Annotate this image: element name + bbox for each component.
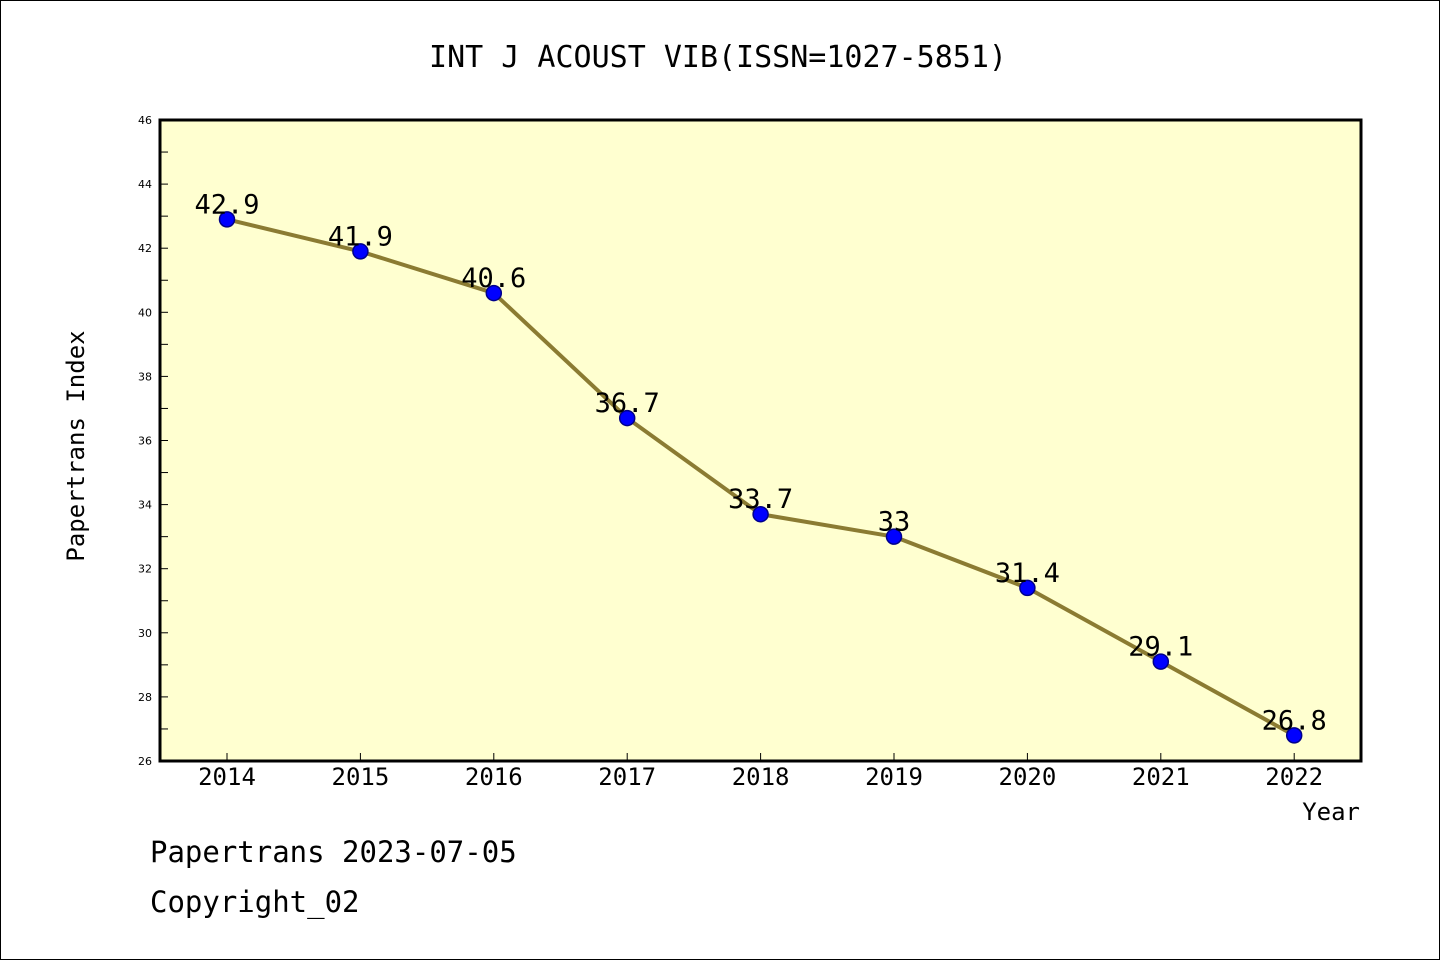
x-tick-label: 2022 [1265, 763, 1323, 791]
y-tick-label: 28 [138, 691, 152, 704]
data-point [218, 211, 236, 228]
x-tick-label: 2014 [198, 763, 256, 791]
x-tick-label: 2019 [865, 763, 923, 791]
x-tick-label: 2017 [598, 763, 656, 791]
y-tick-label: 26 [138, 755, 152, 768]
y-tick-label: 34 [138, 499, 152, 512]
series-layer: 42.9 41.9 40.6 36.7 33.7 33 31.4 29.1 26.8 [194, 189, 1327, 744]
data-point [1152, 653, 1170, 670]
y-tick-label: 32 [138, 563, 152, 576]
data-point [485, 284, 503, 302]
data-point [1285, 727, 1303, 744]
data-label: 33.7 [728, 484, 793, 515]
data-label: 40.6 [461, 263, 526, 294]
footer-copyright: Copyright_02 [150, 885, 360, 919]
y-tick-label: 40 [138, 306, 152, 319]
data-label: 36.7 [595, 388, 660, 419]
y-tick-label: 44 [138, 178, 152, 191]
x-tick-label: 2018 [732, 763, 790, 791]
data-label: 31.4 [995, 558, 1060, 589]
data-point [1019, 579, 1036, 597]
data-label: 26.8 [1262, 705, 1327, 736]
plot-area [158, 118, 1363, 763]
data-point [618, 409, 636, 427]
y-tick-label: 42 [138, 242, 152, 255]
data-label: 29.1 [1128, 632, 1193, 663]
y-tick-label: 46 [138, 114, 152, 127]
data-point [352, 243, 369, 260]
x-tick-label: 2021 [1132, 763, 1190, 791]
chart-title: INT J ACOUST VIB(ISSN=1027-5851) [429, 40, 1007, 75]
data-label: 42.9 [194, 189, 259, 220]
data-point [885, 528, 903, 545]
x-tick-label: 2020 [999, 763, 1057, 791]
x-tick-label: 2015 [332, 763, 390, 791]
y-tick-label: 38 [138, 370, 152, 383]
data-point [752, 505, 769, 523]
y-tick-label: 36 [138, 435, 152, 448]
axes-layer: 26 28 30 32 34 36 38 40 42 44 46 2014 2015 2016 2017 20… [138, 114, 1323, 791]
footer-date: Papertrans 2023-07-05 [150, 835, 517, 869]
data-label: 41.9 [328, 221, 393, 252]
y-axis-label: Papertrans Index [62, 330, 90, 561]
data-label: 33 [878, 507, 911, 538]
y-tick-label: 30 [138, 627, 152, 640]
x-axis-label: Year [1302, 798, 1360, 826]
x-tick-label: 2016 [465, 763, 523, 791]
